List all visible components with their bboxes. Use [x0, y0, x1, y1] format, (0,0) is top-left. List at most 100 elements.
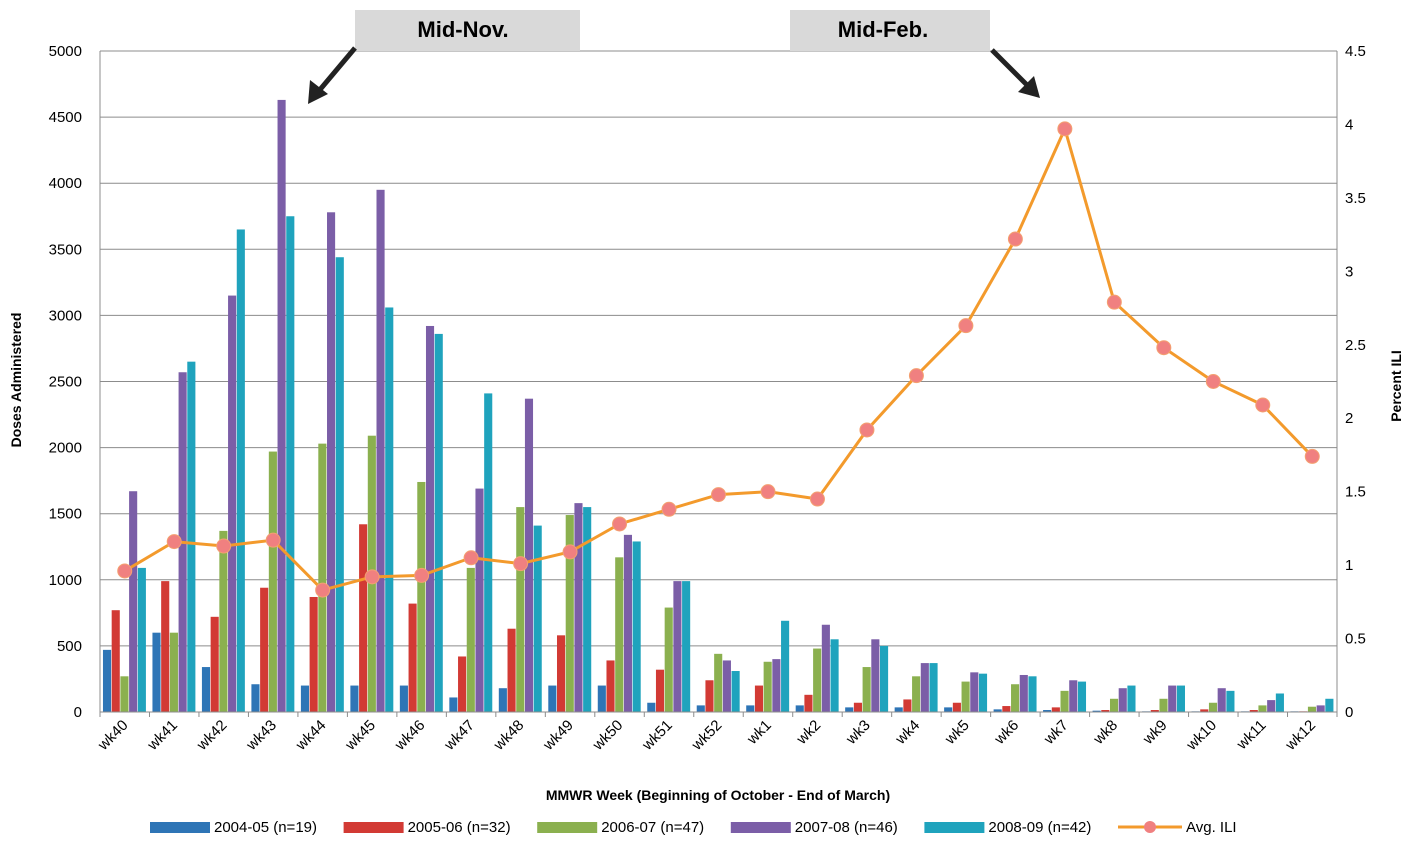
ili-point — [1007, 231, 1023, 247]
bar — [286, 216, 295, 712]
y2-tick-label: 2 — [1345, 410, 1353, 427]
bar — [120, 676, 129, 712]
bar — [376, 189, 385, 712]
bar — [1325, 698, 1334, 712]
bar — [705, 680, 714, 712]
bar — [920, 663, 929, 712]
ili-point — [809, 491, 825, 507]
ili-point — [711, 487, 726, 503]
x-tick-label: wk1 — [743, 717, 775, 749]
bar — [102, 649, 112, 712]
bar — [1019, 674, 1028, 712]
bar — [201, 667, 211, 712]
legend-label: 2005-06 (n=32) — [408, 819, 511, 836]
x-tick-label: wk2 — [793, 717, 825, 749]
ili-point — [562, 544, 578, 560]
bar — [327, 212, 336, 712]
bar — [425, 325, 435, 712]
x-tick-label: wk47 — [440, 717, 477, 754]
legend-swatch — [730, 822, 791, 833]
bar — [1316, 705, 1325, 712]
bar — [161, 581, 170, 712]
x-tick-label: wk52 — [688, 717, 725, 754]
bar — [260, 587, 269, 712]
bar — [615, 557, 624, 712]
y-tick-label: 2500 — [49, 374, 82, 391]
bar — [408, 603, 417, 712]
annotation-mid-feb: Mid-Feb. — [790, 10, 1040, 98]
x-tick-label: wk48 — [490, 717, 527, 754]
bar — [318, 443, 327, 712]
legend-marker — [1144, 821, 1156, 833]
x-tick-label: wk8 — [1090, 717, 1122, 749]
bar-series — [102, 99, 1334, 712]
x-tick-label: wk44 — [292, 717, 329, 754]
ili-point — [1156, 340, 1172, 356]
bar — [466, 567, 475, 712]
bar — [111, 610, 120, 712]
y-tick-label: 1000 — [49, 572, 82, 589]
bar — [993, 709, 1002, 712]
bar — [1176, 685, 1185, 712]
legend-label: 2007-08 (n=46) — [795, 819, 898, 836]
ili-point — [414, 567, 430, 583]
y2-tick-label: 3.5 — [1345, 190, 1366, 207]
annotation-mid-nov-arrow — [316, 46, 357, 94]
bar — [434, 333, 443, 712]
bar — [830, 639, 839, 712]
right-axis-ticks: 0 0.5 1 1.5 2 2.5 3 3.5 4 4.5 — [1345, 43, 1366, 721]
bar — [1127, 685, 1136, 712]
x-tick-label: wk5 — [941, 717, 973, 749]
bar — [1011, 684, 1020, 712]
bar — [795, 705, 804, 712]
bar — [484, 393, 493, 712]
ili-point — [463, 550, 479, 566]
ili-point — [117, 563, 133, 579]
bar — [1051, 707, 1060, 712]
bar — [880, 645, 889, 712]
bar — [664, 607, 673, 712]
bar — [498, 688, 507, 712]
legend-label: 2008-09 (n=42) — [988, 819, 1091, 836]
bar — [1208, 702, 1218, 712]
bar — [169, 632, 178, 712]
x-tick-label: wk45 — [341, 717, 378, 754]
bar — [1226, 690, 1235, 712]
legend-swatch — [537, 822, 598, 833]
bar — [385, 307, 394, 712]
y2-tick-label: 2.5 — [1345, 337, 1366, 354]
bar — [772, 659, 781, 712]
bar — [152, 632, 161, 712]
bar — [623, 534, 633, 712]
x-tick-label: wk50 — [589, 717, 626, 754]
y2-tick-label: 0.5 — [1345, 631, 1366, 648]
ili-point — [315, 582, 331, 598]
bar — [804, 694, 813, 712]
legend: 2004-05 (n=19) 2005-06 (n=32) 2006-07 (n=4… — [150, 819, 1237, 836]
bar — [524, 398, 534, 712]
bar — [548, 685, 557, 712]
y2-tick-label: 3 — [1345, 263, 1353, 280]
x-tick-label: wk9 — [1139, 717, 1171, 749]
x-axis-ticks: wk40 wk41 wk42 wk43 wk44 wk45 wk46 wk47 wk48 wk49… — [94, 717, 1319, 754]
annotation-mid-nov: Mid-Nov. — [308, 10, 580, 104]
bar — [714, 653, 723, 712]
bar — [696, 705, 705, 712]
bar — [912, 676, 921, 712]
y-tick-label: 5000 — [49, 43, 82, 60]
bar — [449, 697, 458, 712]
bar — [746, 705, 755, 712]
ili-point — [958, 318, 974, 334]
legend-label: 2006-07 (n=47) — [601, 819, 704, 836]
bar — [1168, 685, 1177, 712]
bar — [970, 672, 979, 712]
bar — [1028, 676, 1037, 712]
bar — [1307, 706, 1317, 712]
axes — [99, 51, 1338, 717]
ili-point — [216, 538, 232, 554]
bar — [565, 515, 574, 712]
bar — [1258, 705, 1267, 712]
bar — [871, 639, 880, 712]
annotation-mid-feb-arrow — [990, 48, 1032, 90]
